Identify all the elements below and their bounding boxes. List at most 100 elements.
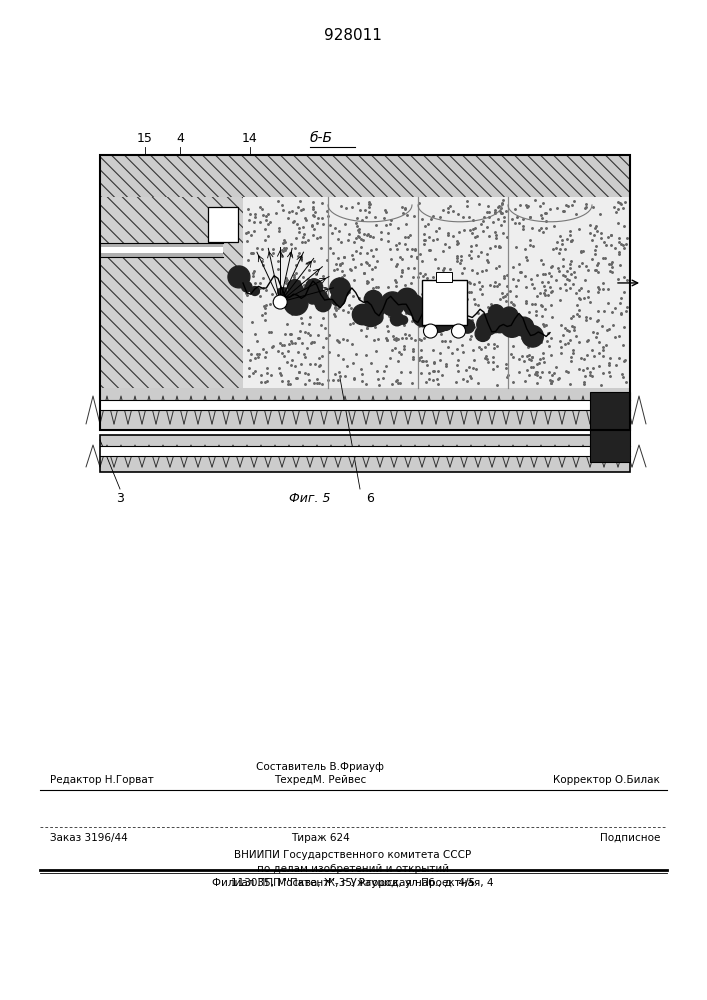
Point [556,232,568,248]
Point [452,253,463,269]
Point [523,313,534,329]
Point [285,357,296,373]
Circle shape [312,290,327,306]
Circle shape [288,287,308,307]
Point [515,313,526,329]
Point [351,218,363,234]
Point [609,199,620,215]
Point [257,207,269,223]
Point [522,348,533,364]
Point [616,236,627,252]
Point [493,238,505,254]
Point [533,355,544,371]
Point [495,291,506,307]
Point [545,284,556,300]
Point [457,371,469,387]
Point [562,231,573,247]
Point [260,282,271,298]
Point [293,344,304,360]
Point [481,219,493,235]
Point [589,242,600,258]
Point [443,204,454,220]
Point [606,304,617,320]
Point [329,366,341,382]
Point [596,230,607,246]
Point [317,348,328,364]
Point [512,272,523,288]
Point [247,245,259,261]
Point [306,334,317,350]
Point [602,281,614,297]
Point [415,342,426,358]
Circle shape [421,310,429,319]
Point [618,200,629,216]
Point [262,228,274,244]
Point [537,210,548,226]
Point [259,349,270,365]
Point [259,300,271,316]
Point [489,202,500,218]
Point [518,320,529,336]
Point [370,279,381,295]
Point [297,201,308,217]
Point [530,307,542,323]
Point [462,198,473,214]
Point [604,364,615,380]
Circle shape [284,291,308,315]
Point [262,373,273,389]
Point [567,197,578,213]
Point [537,224,548,240]
Circle shape [368,310,383,324]
Point [281,272,292,288]
Point [558,251,569,267]
Point [260,208,271,224]
Point [455,248,467,264]
Point [387,328,398,344]
Point [444,333,455,349]
Point [327,285,338,301]
Point [370,241,382,257]
Point [279,348,290,364]
Point [302,340,313,356]
Point [310,266,322,282]
Point [419,232,431,248]
Point [533,222,544,238]
Text: 4: 4 [176,132,184,145]
Point [437,262,448,278]
Point [330,256,341,272]
Point [560,197,571,213]
Point [461,193,472,209]
Point [245,245,257,261]
Point [564,223,575,239]
Circle shape [452,324,465,338]
Point [561,363,572,379]
Point [353,224,364,240]
Bar [100,446,630,456]
Point [321,203,332,219]
Point [539,205,550,221]
Point [385,251,397,267]
Point [506,323,518,339]
Point [303,232,314,248]
Point [573,302,584,318]
Point [344,261,356,277]
Point [283,336,294,352]
Bar [100,435,630,472]
Point [417,353,428,369]
Circle shape [250,287,259,295]
Point [373,377,385,393]
Point [349,371,360,387]
Point [414,195,425,211]
Point [247,268,258,284]
Point [438,309,450,325]
Point [306,217,317,233]
Point [443,239,455,255]
Point [421,270,433,286]
Point [316,376,327,392]
Point [356,239,367,255]
Point [580,272,591,288]
Point [299,376,310,392]
Point [329,308,340,324]
Point [382,332,393,348]
Point [451,341,462,357]
